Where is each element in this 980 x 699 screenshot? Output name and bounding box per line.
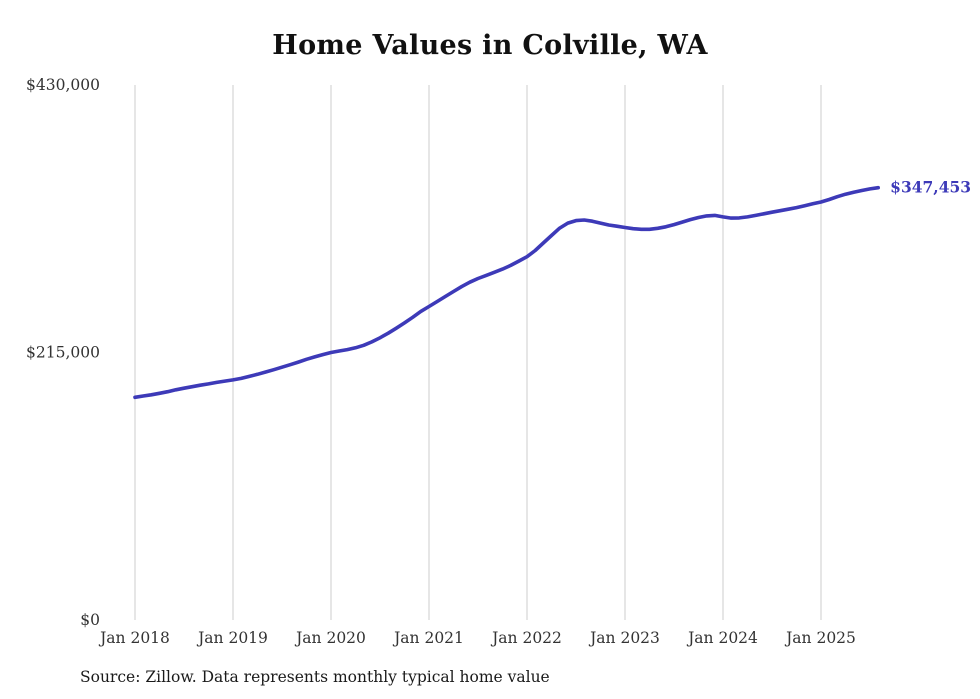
x-axis-label: Jan 2021 (392, 629, 464, 647)
x-axis-label: Jan 2018 (98, 629, 170, 647)
x-axis-label: Jan 2019 (196, 629, 268, 647)
price-line (133, 185, 880, 400)
x-axis-label: Jan 2024 (686, 629, 758, 647)
chart-title: Home Values in Colville, WA (272, 30, 708, 61)
x-axis-label: Jan 2022 (490, 629, 562, 647)
y-axis-label: $0 (80, 611, 100, 629)
source-note: Source: Zillow. Data represents monthly … (80, 668, 550, 686)
y-axis-label: $215,000 (26, 344, 100, 362)
x-axis-label: Jan 2023 (588, 629, 660, 647)
y-axis-label: $430,000 (26, 76, 100, 94)
x-axis-label: Jan 2020 (294, 629, 366, 647)
x-axis-label: Jan 2025 (784, 629, 856, 647)
end-value-label: $347,453 (890, 178, 971, 197)
